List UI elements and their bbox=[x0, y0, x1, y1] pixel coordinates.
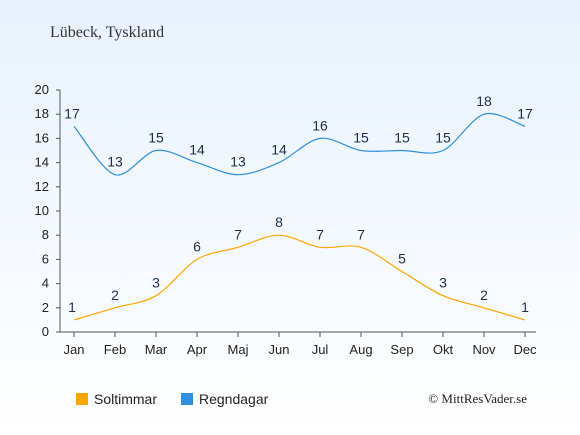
data-label-regndagar: 15 bbox=[353, 130, 369, 146]
data-label-regndagar: 18 bbox=[476, 93, 492, 109]
data-label-regndagar: 13 bbox=[107, 154, 123, 170]
data-label-soltimmar: 7 bbox=[316, 226, 324, 242]
x-tick-label: Apr bbox=[187, 342, 208, 357]
data-label-regndagar: 15 bbox=[435, 130, 451, 146]
series-line-soltimmar bbox=[73, 234, 526, 321]
chart-title: Lübeck, Tyskland bbox=[50, 24, 164, 41]
y-tick-label: 14 bbox=[35, 155, 49, 170]
y-tick-label: 10 bbox=[35, 203, 49, 218]
y-tick-label: 0 bbox=[42, 324, 49, 339]
data-label-regndagar: 14 bbox=[189, 142, 205, 158]
x-tick-label: Sep bbox=[390, 342, 413, 357]
data-label-soltimmar: 2 bbox=[111, 287, 119, 303]
data-label-regndagar: 17 bbox=[64, 105, 80, 121]
legend-swatch-regndagar bbox=[181, 393, 193, 405]
x-tick-label: Aug bbox=[349, 342, 372, 357]
credit-text: © MittResVader.se bbox=[428, 391, 527, 406]
x-tick-label: Mar bbox=[145, 342, 168, 357]
legend-label-regndagar: Regndagar bbox=[199, 391, 269, 407]
y-axis: 0 2 4 6 8 10 12 14 16 18 20 bbox=[35, 82, 61, 339]
y-tick-label: 16 bbox=[35, 130, 49, 145]
data-label-soltimmar: 3 bbox=[439, 275, 447, 291]
y-tick-label: 12 bbox=[35, 179, 49, 194]
data-label-soltimmar: 2 bbox=[480, 287, 488, 303]
y-tick-label: 18 bbox=[35, 106, 49, 121]
y-tick-label: 8 bbox=[42, 227, 49, 242]
data-label-soltimmar: 6 bbox=[193, 238, 201, 254]
data-label-soltimmar: 7 bbox=[234, 226, 242, 242]
data-label-soltimmar: 8 bbox=[275, 214, 283, 230]
y-tick-label: 2 bbox=[42, 300, 49, 315]
x-tick-label: Feb bbox=[104, 342, 126, 357]
y-tick-label: 20 bbox=[35, 82, 49, 97]
series-layer bbox=[73, 112, 526, 321]
data-label-regndagar: 14 bbox=[271, 142, 287, 158]
data-label-regndagar: 15 bbox=[394, 130, 410, 146]
x-tick-label: Maj bbox=[228, 342, 249, 357]
x-tick-label: Okt bbox=[433, 342, 454, 357]
y-tick-label: 4 bbox=[42, 276, 49, 291]
data-label-regndagar: 13 bbox=[230, 154, 246, 170]
x-tick-label: Jul bbox=[312, 342, 329, 357]
data-label-soltimmar: 3 bbox=[152, 275, 160, 291]
legend-label-soltimmar: Soltimmar bbox=[94, 391, 157, 407]
data-label-regndagar: 17 bbox=[517, 105, 533, 121]
data-label-soltimmar: 7 bbox=[357, 226, 365, 242]
data-label-soltimmar: 1 bbox=[521, 299, 529, 315]
data-label-soltimmar: 1 bbox=[68, 299, 76, 315]
data-label-soltimmar: 5 bbox=[398, 251, 406, 267]
data-label-regndagar: 16 bbox=[312, 117, 328, 133]
x-axis: Jan Feb Mar Apr Maj Jun Jul Aug Sep Okt Nov Dec bbox=[60, 331, 537, 357]
x-tick-label: Dec bbox=[513, 342, 537, 357]
x-tick-label: Jun bbox=[269, 342, 290, 357]
x-tick-label: Jan bbox=[64, 342, 85, 357]
data-label-regndagar: 15 bbox=[148, 130, 164, 146]
legend: Soltimmar Regndagar bbox=[76, 391, 269, 407]
x-tick-label: Nov bbox=[472, 342, 496, 357]
y-tick-label: 6 bbox=[42, 251, 49, 266]
legend-swatch-soltimmar bbox=[76, 393, 88, 405]
series-line-regndagar bbox=[73, 112, 526, 176]
